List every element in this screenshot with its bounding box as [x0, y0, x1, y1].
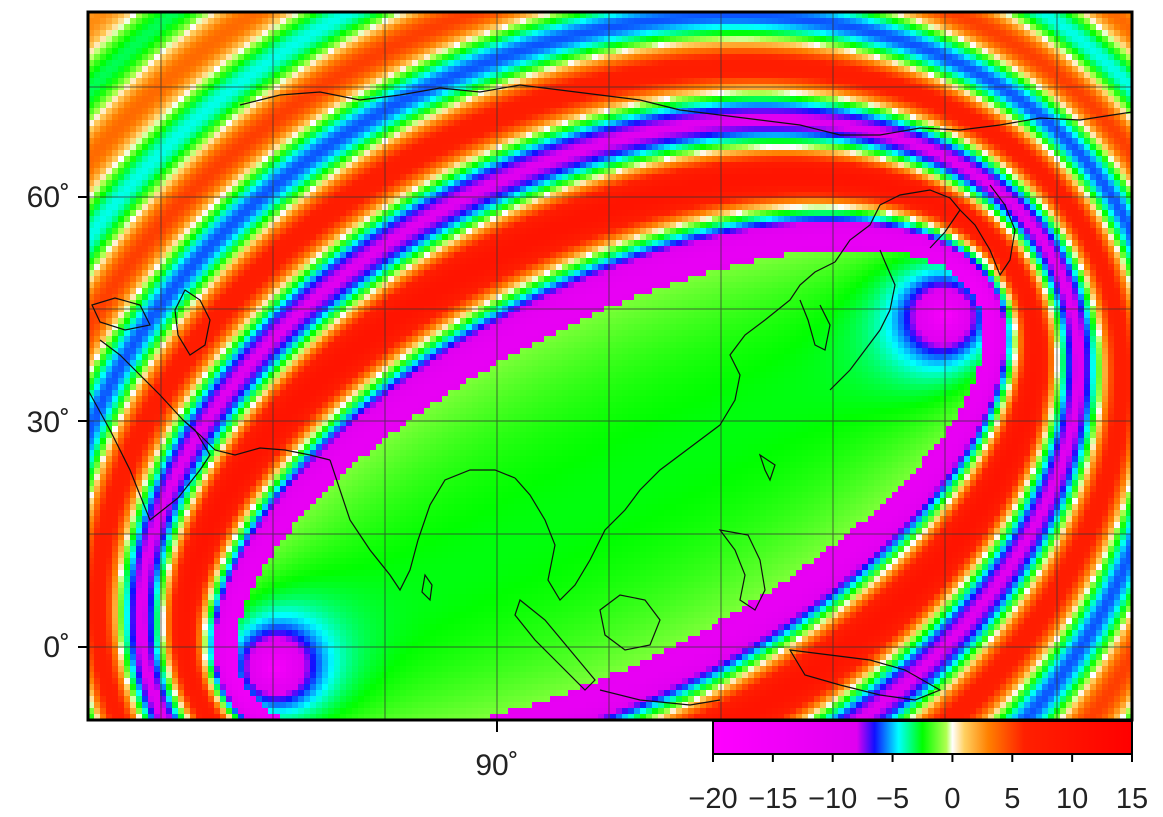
colorbar: −20 −15 −10 −5 0 5 10 15 [688, 720, 1148, 815]
coastlines [88, 84, 1132, 706]
coastline-se-asia [514, 424, 721, 601]
coastline-arctic [239, 84, 1132, 136]
coastline-persian-gulf [182, 419, 331, 461]
coastline-japan [829, 249, 896, 391]
lat-label-0: 0˚ [43, 631, 70, 664]
colorbar-tick-label: 15 [1116, 783, 1148, 815]
coastline-taiwan [758, 453, 776, 482]
coastline-china [719, 261, 836, 426]
coastline-black-sea [91, 297, 151, 331]
coastline-new-guinea [788, 649, 942, 701]
lon-label-90: 90˚ [475, 749, 518, 782]
coastline-sumatra [514, 598, 596, 691]
colorbar-tick-label: −10 [808, 783, 857, 815]
coastline-caspian [174, 289, 211, 356]
coastline-korea [799, 299, 831, 351]
colorbar-gradient [712, 720, 1133, 755]
colorbar-ticks: −20 −15 −10 −5 0 5 10 15 [688, 754, 1148, 815]
colorbar-tick-label: 0 [944, 783, 960, 815]
coastline-java [599, 689, 721, 706]
field-raster [88, 12, 1132, 720]
lat-label-60: 60˚ [27, 181, 70, 214]
coastline-okhotsk [834, 189, 961, 263]
colorbar-tick-label: −20 [688, 783, 737, 815]
coastline-arabia [88, 339, 211, 521]
coastline-borneo [599, 594, 661, 651]
coastline-kamchatka [959, 184, 1016, 277]
map-panel [88, 12, 1132, 720]
axis-ticks [78, 196, 498, 732]
map-frame [86, 10, 1134, 722]
coastline-india [329, 459, 516, 592]
lat-label-30: 30˚ [27, 406, 70, 439]
colorbar-tick-label: 10 [1056, 783, 1088, 815]
coastline-philippines [718, 529, 766, 611]
colorbar-tick-label: −5 [876, 783, 909, 815]
graticule [88, 12, 1132, 720]
colorbar-tick-label: 5 [1004, 783, 1020, 815]
coastline-sri-lanka [421, 573, 433, 602]
colorbar-tick-label: −15 [748, 783, 797, 815]
